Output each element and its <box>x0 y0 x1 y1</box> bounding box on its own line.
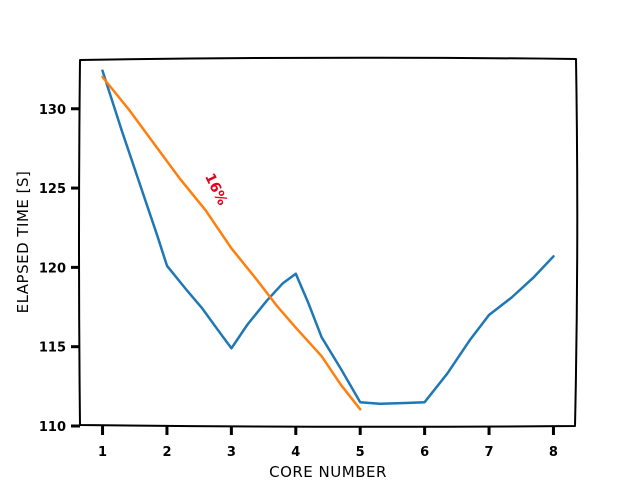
series-line-2 <box>101 75 362 411</box>
x-tick-label: 3 <box>227 445 236 460</box>
x-axis-label: CORE NUMBER <box>269 463 387 480</box>
x-tick-label: 5 <box>356 445 365 460</box>
plot-border <box>78 56 579 428</box>
x-tick-label: 4 <box>291 445 300 460</box>
y-tick-label: 125 <box>39 182 66 197</box>
y-tick-label: 130 <box>39 103 66 118</box>
y-tick-label: 110 <box>39 420 66 435</box>
plot-frame <box>78 56 579 428</box>
y-axis-label: ELAPSED TIME [S] <box>14 171 32 314</box>
annotation-layer: 16% <box>201 171 230 208</box>
annotation-label: 16% <box>201 171 230 208</box>
x-tick-label: 1 <box>98 445 107 460</box>
x-tick-label: 6 <box>420 445 429 460</box>
y-tick-label: 115 <box>39 341 66 356</box>
y-tick-label: 120 <box>39 261 66 276</box>
y-axis-ticks: 110 115 120 125 130 <box>39 103 80 435</box>
x-tick-label: 8 <box>549 445 558 460</box>
x-tick-label: 2 <box>162 445 171 460</box>
series-line-1 <box>101 69 555 406</box>
x-tick-label: 7 <box>485 445 494 460</box>
series-layer <box>101 69 555 411</box>
x-axis-ticks: 1 2 3 4 5 6 7 8 <box>98 426 558 460</box>
